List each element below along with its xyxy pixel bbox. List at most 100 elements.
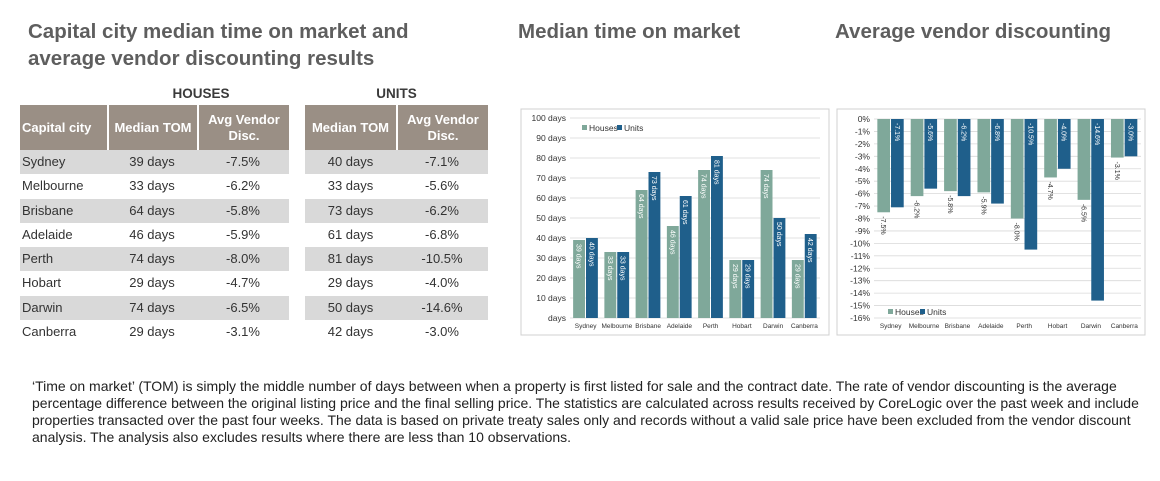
data-label: 73 days [650,176,657,201]
city-cell: Brisbane [20,198,107,223]
table-row: Brisbane 64 days -5.8% 73 days -6.2% [20,198,488,223]
page-title: Capital city median time on market and a… [28,20,409,70]
units-tom-cell: 40 days [305,150,396,175]
data-label: -6.5% [1079,204,1086,222]
units-bar-melbourne [924,119,938,189]
units-bar-brisbane [957,119,971,197]
header-units-median-tom: Median TOM [305,105,396,150]
data-label: 29 days [793,264,800,289]
houses-bar-brisbane [635,190,648,318]
units-bar-adelaide [679,196,692,318]
x-tick-label: Perth [1016,323,1032,330]
x-tick-label: Adelaide [978,323,1004,330]
data-label: 74 days [700,174,707,199]
units-bar-adelaide [991,119,1004,204]
houses-bar-perth [1010,119,1024,219]
table-gap [289,271,305,296]
footnote: ‘Time on market’ (TOM) is simply the mid… [32,378,1139,445]
discount-chart-title: Average vendor discounting [835,20,1112,43]
houses-bar-brisbane [944,119,957,192]
table-gap [289,174,305,199]
legend-label-units: Units [927,307,946,317]
units-tom-cell: 29 days [305,271,396,296]
y-tick-label: -9% [855,226,871,236]
houses-bar-hobart [729,260,742,318]
units-bar-sydney [891,119,904,208]
y-tick-label: -16% [850,313,870,323]
houses-disc-cell: -5.8% [197,198,289,223]
x-tick-label: Hobart [1048,323,1068,330]
houses-tom-cell: 39 days [107,150,197,175]
units-bar-darwin [1091,119,1104,301]
units-bar-perth [1024,119,1038,250]
legend-label-houses: Houses [589,123,618,133]
y-tick-label: -6% [855,189,871,199]
table-gap [289,320,305,345]
legend-swatch-units [617,125,622,130]
header-units-avg-disc: Avg Vendor Disc. [396,105,488,150]
houses-bar-hobart [1044,119,1057,178]
houses-disc-cell: -4.7% [197,271,289,296]
data-label: -7.5% [879,216,886,234]
houses-bar-darwin [760,170,773,318]
units-disc-cell: -10.5% [396,247,488,272]
y-tick-label: 30 days [536,253,566,263]
y-tick-label: 80 days [536,153,566,163]
y-tick-label: 0% [858,114,871,124]
data-label: -3.1% [1113,162,1120,180]
results-table: Capital city Median TOM Avg Vendor Disc.… [20,105,488,345]
units-bar-hobart [742,260,755,318]
houses-tom-cell: 46 days [107,222,197,248]
units-disc-cell: -7.1% [396,150,488,175]
y-tick-label: -13% [850,276,870,286]
x-tick-label: Perth [703,323,719,330]
houses-bar-canberra [1110,119,1124,158]
data-label: -8.0% [1013,223,1020,241]
table-row: Darwin 74 days -6.5% 50 days -14.6% [20,295,488,321]
y-tick-label: -12% [850,263,870,273]
table-gap [289,198,305,223]
y-tick-label: -8% [855,214,871,224]
table-gap [289,105,305,150]
x-tick-label: Adelaide [667,323,693,330]
data-label: -5.6% [926,123,933,141]
units-disc-cell: -4.0% [396,271,488,296]
city-cell: Hobart [20,271,107,296]
tom-chart: days 10 days 20 days 30 days 40 days 50 days 6… [520,108,830,336]
data-label: 29 days [731,264,738,289]
table-body: Sydney 39 days -7.5% 40 days -7.1% Melbourne 3… [20,150,488,345]
units-bar-brisbane [648,172,661,318]
houses-tom-cell: 29 days [107,271,197,296]
table-row: Sydney 39 days -7.5% 40 days -7.1% [20,150,488,175]
units-group-label: UNITS [376,86,417,101]
table-row: Hobart 29 days -4.7% 29 days -4.0% [20,271,488,296]
y-tick-label: 10 days [536,293,566,303]
city-cell: Canberra [20,320,107,345]
houses-tom-cell: 64 days [107,198,197,223]
x-tick-label: Brisbane [945,323,971,330]
houses-bar-perth [698,170,710,318]
table-gap [289,150,305,175]
data-label: 50 days [775,222,782,247]
x-tick-label: Darwin [763,323,784,330]
data-label: 40 days [587,242,594,267]
units-tom-cell: 81 days [305,247,396,272]
units-bar-perth [711,156,723,318]
data-label: 42 days [806,238,813,263]
city-cell: Melbourne [20,174,107,199]
data-label: 29 days [744,264,751,289]
data-label: 81 days [712,160,719,185]
city-cell: Darwin [20,295,107,321]
data-label: 33 days [619,256,626,281]
data-label: -14.6% [1093,123,1100,145]
header-houses-avg-disc: Avg Vendor Disc. [197,105,289,150]
houses-bar-canberra [791,260,804,318]
x-tick-label: Darwin [1081,323,1102,330]
x-tick-label: Melbourne [602,323,633,330]
houses-disc-cell: -6.5% [197,295,289,321]
units-disc-cell: -6.8% [396,222,488,248]
data-label: -5.8% [946,195,953,213]
units-disc-cell: -6.2% [396,198,488,223]
y-tick-label: 100 days [532,113,567,123]
y-tick-label: -3% [855,151,871,161]
